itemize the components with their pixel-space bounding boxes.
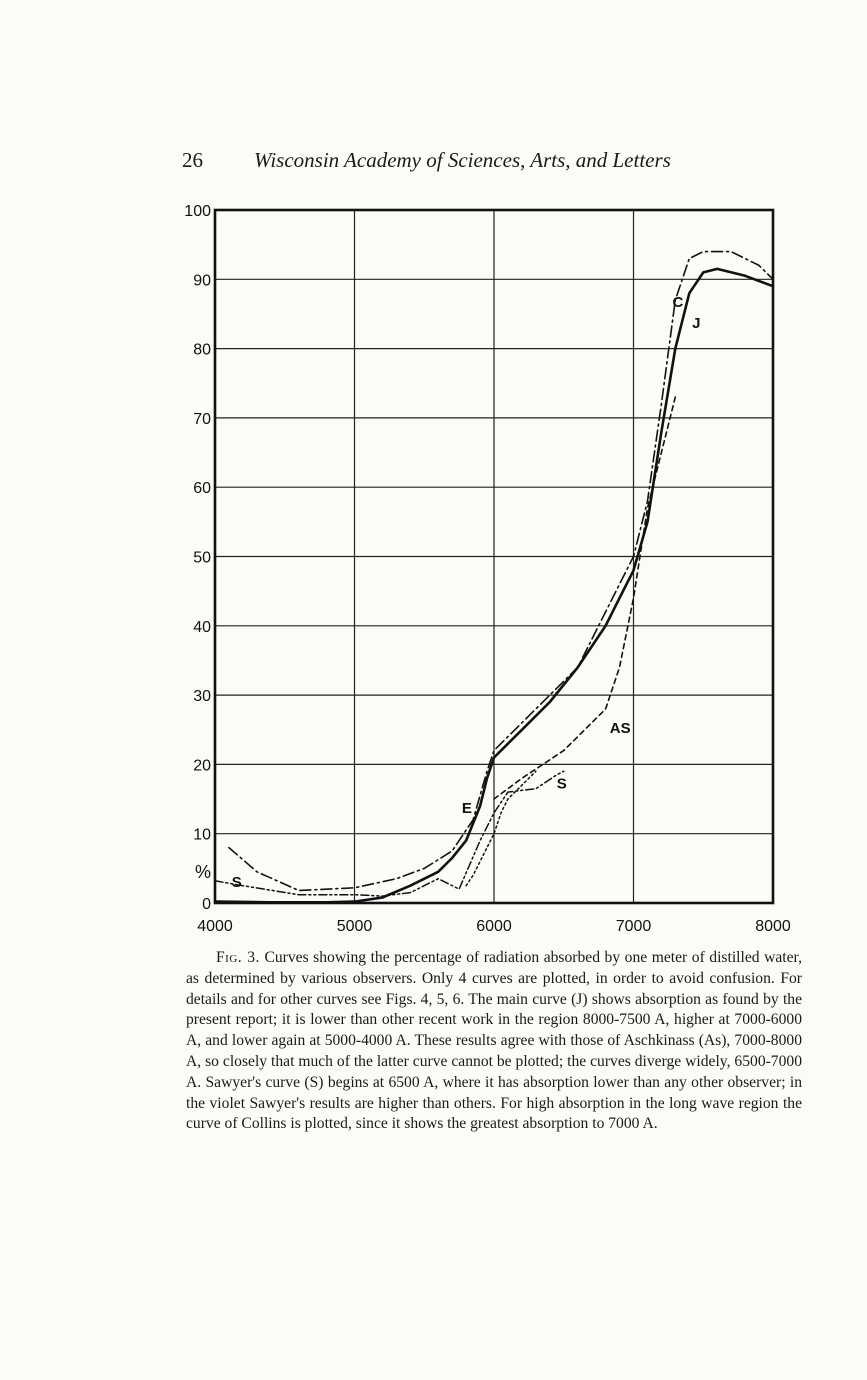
series-label: E — [462, 800, 472, 817]
y-tick-label: 10 — [193, 827, 211, 844]
series-label: S — [557, 776, 567, 793]
running-title: Wisconsin Academy of Sciences, Arts, and… — [254, 148, 671, 172]
y-tick-label: 50 — [193, 550, 211, 567]
series-label: S — [232, 874, 242, 891]
series-label: AS — [610, 720, 631, 737]
y-unit-label: % — [195, 862, 211, 882]
y-tick-label: 20 — [193, 757, 211, 774]
absorption-chart: 0 10 20 30 40 50 60 70 80 90 100% 4000 5000 6000 7000 8… — [184, 203, 791, 935]
chart-labels: 0 10 20 30 40 50 60 70 80 90 100% 4000 5000 6000 7000 8… — [184, 203, 791, 935]
chart-series — [213, 250, 775, 904]
series-label: C — [673, 294, 684, 311]
y-tick-label: 70 — [193, 411, 211, 428]
x-tick-label: 8000 — [755, 918, 791, 935]
x-tick-label: 7000 — [616, 918, 652, 935]
plot-frame — [213, 208, 775, 905]
y-tick-label: 100 — [184, 203, 211, 220]
chart-grid — [213, 208, 775, 905]
y-tick-label: 80 — [193, 342, 211, 359]
series-label: J — [692, 315, 700, 332]
figure-label: Fig. 3. — [216, 949, 260, 966]
x-tick-label: 4000 — [197, 918, 233, 935]
x-tick-label: 5000 — [337, 918, 373, 935]
series-line-s — [214, 770, 565, 897]
y-tick-label: 40 — [193, 619, 211, 636]
y-tick-label: 0 — [202, 896, 211, 913]
y-tick-label: 30 — [193, 688, 211, 705]
y-tick-label: 90 — [193, 272, 211, 289]
page-number: 26 — [182, 148, 203, 172]
caption-text: Curves showing the percentage of radiati… — [186, 949, 802, 1133]
figure-caption: Fig. 3. Curves showing the percentage of… — [186, 948, 802, 1135]
x-tick-label: 6000 — [476, 918, 512, 935]
series-line-c — [228, 250, 774, 892]
y-tick-label: 60 — [193, 480, 211, 497]
page-header: 26 Wisconsin Academy of Sciences, Arts, … — [182, 148, 742, 178]
series-line-e — [465, 770, 537, 887]
series-line-as — [493, 396, 677, 800]
